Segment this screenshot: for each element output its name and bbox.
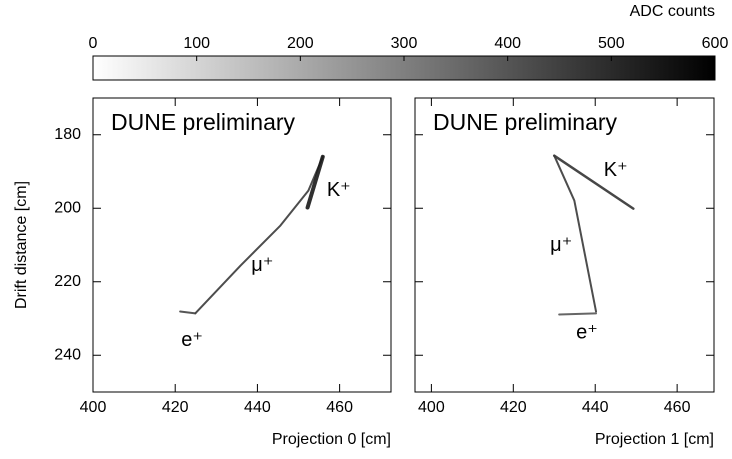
y-axis-label: Drift distance [cm] xyxy=(13,181,30,309)
y-tick-label: 240 xyxy=(54,346,81,363)
track xyxy=(195,157,322,314)
x-axis-label: Projection 0 [cm] xyxy=(272,431,391,448)
particle-label: e⁺ xyxy=(576,321,598,343)
y-tick-label: 200 xyxy=(54,199,81,216)
particle-label: μ⁺ xyxy=(251,254,273,276)
x-tick-label: 400 xyxy=(418,399,445,416)
x-tick-label: 420 xyxy=(162,399,189,416)
y-tick-label: 180 xyxy=(54,126,81,143)
y-tick-label: 220 xyxy=(54,273,81,290)
particle-label: K⁺ xyxy=(327,179,351,201)
colorbar-tick-label: 100 xyxy=(183,35,210,52)
track xyxy=(180,312,195,314)
particle-label: e⁺ xyxy=(181,329,203,351)
x-tick-label: 440 xyxy=(244,399,271,416)
colorbar-tick-label: 0 xyxy=(89,35,98,52)
particle-label: μ⁺ xyxy=(550,234,572,256)
colorbar-tick-label: 600 xyxy=(702,35,729,52)
colorbar-tick-label: 200 xyxy=(287,35,314,52)
colorbar-title: ADC counts xyxy=(630,3,715,20)
x-tick-label: 440 xyxy=(582,399,609,416)
colorbar-tick-label: 400 xyxy=(494,35,521,52)
x-tick-label: 420 xyxy=(500,399,527,416)
track xyxy=(559,313,596,314)
annotation: DUNE preliminary xyxy=(433,109,618,135)
x-tick-label: 400 xyxy=(80,399,107,416)
x-tick-label: 460 xyxy=(326,399,353,416)
colorbar-tick-label: 300 xyxy=(391,35,418,52)
plot-frame xyxy=(93,98,391,392)
annotation: DUNE preliminary xyxy=(111,109,296,135)
chart: ADC counts 0 100 200 300 400 500 600 400 420 440 46… xyxy=(0,0,732,459)
x-axis-label: Projection 1 [cm] xyxy=(595,431,714,448)
x-tick-label: 460 xyxy=(664,399,691,416)
colorbar-tick-label: 500 xyxy=(598,35,625,52)
track xyxy=(308,157,323,208)
particle-label: K⁺ xyxy=(604,159,628,181)
